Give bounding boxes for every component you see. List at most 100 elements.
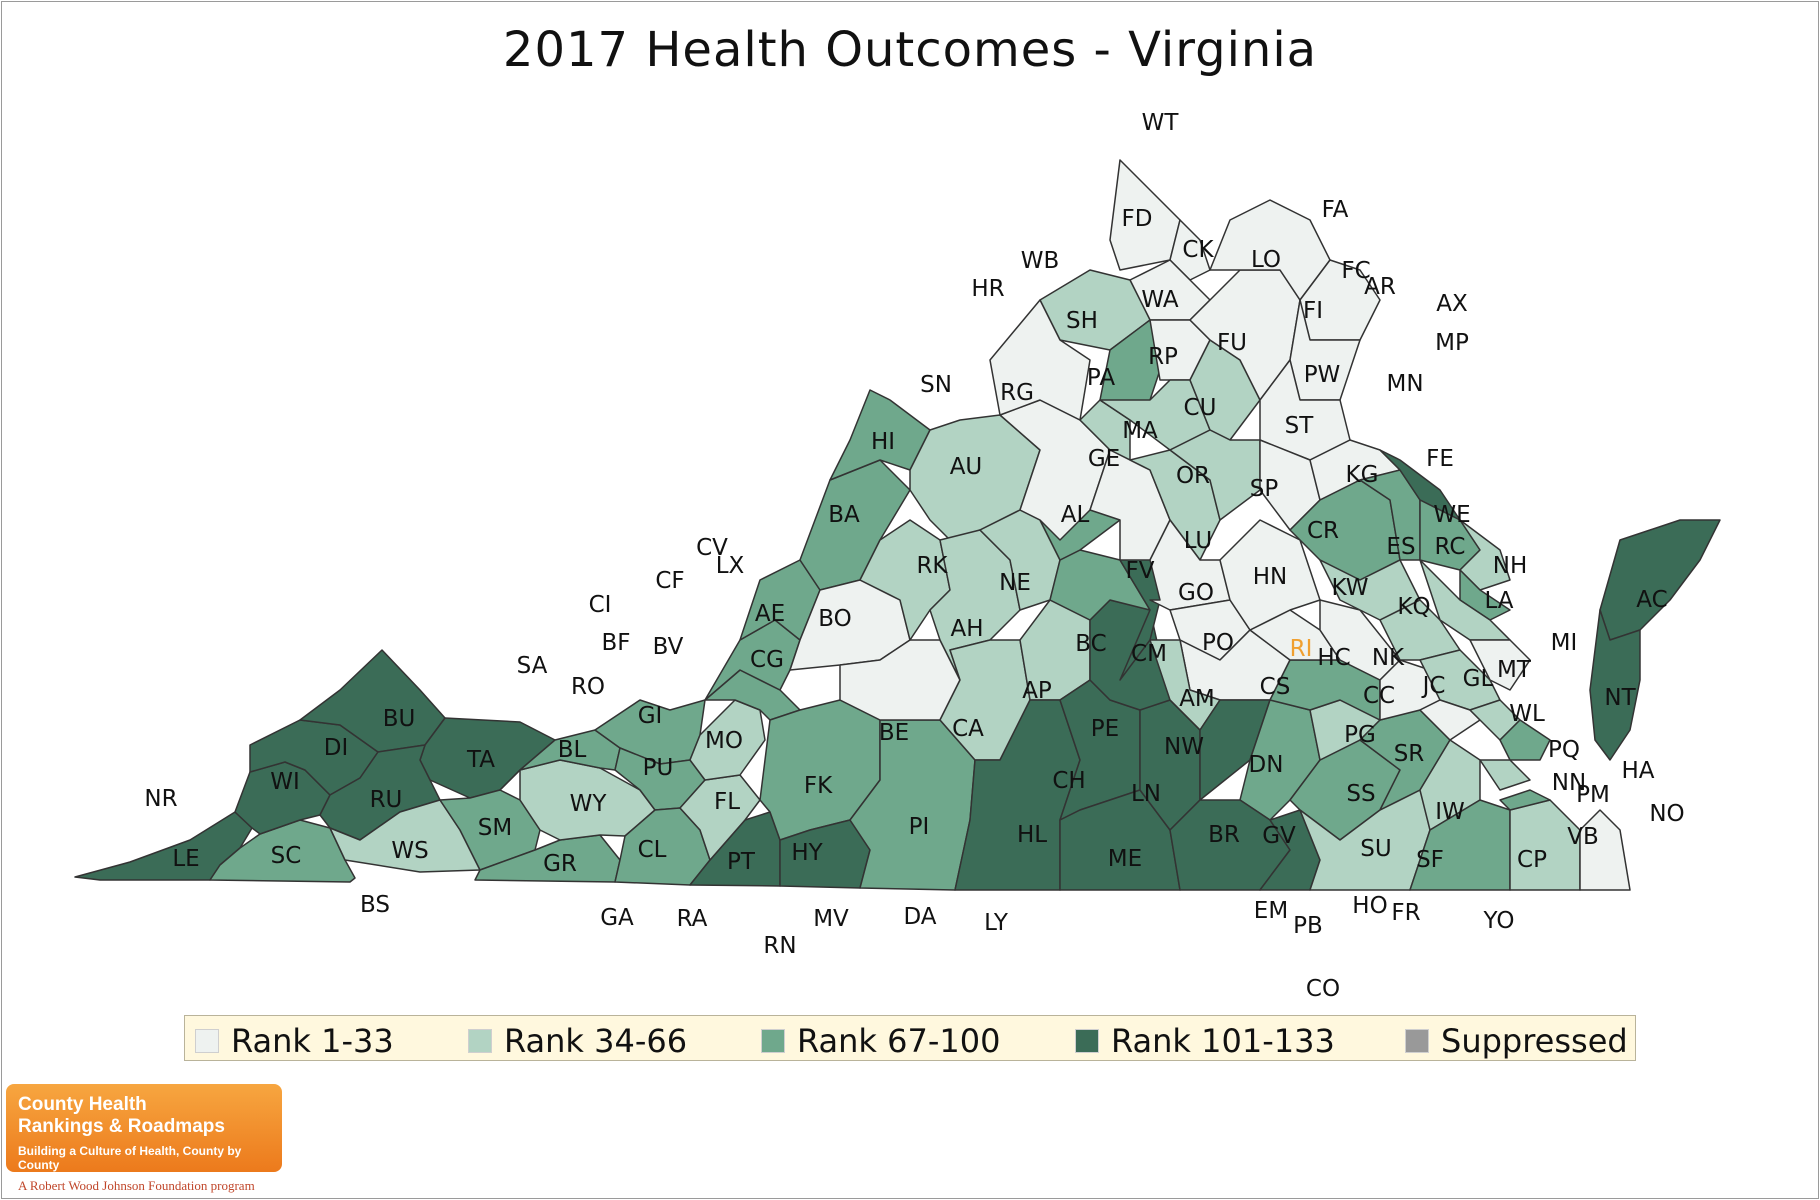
county-label-ss: SS: [1346, 781, 1375, 807]
county-label-ln: LN: [1131, 781, 1161, 807]
county-label-bf: BF: [601, 630, 630, 656]
county-iw[interactable]: [1419, 739, 1481, 831]
county-label-wb: WB: [1021, 248, 1060, 274]
county-label-sc: SC: [271, 843, 302, 869]
rwjf-credit: A Robert Wood Johnson Foundation program: [18, 1178, 255, 1193]
county-label-wi: WI: [270, 769, 300, 795]
logo-line2: Rankings & Roadmaps: [18, 1116, 225, 1137]
county-label-or: OR: [1176, 463, 1210, 489]
county-label-sh: SH: [1066, 308, 1098, 334]
county-label-hn: HN: [1253, 564, 1288, 590]
county-label-kg: KG: [1346, 462, 1379, 488]
county-label-ga: GA: [600, 905, 634, 931]
county-label-fe: FE: [1426, 446, 1454, 472]
county-label-fl: FL: [714, 789, 740, 815]
county-label-cu: CU: [1184, 395, 1217, 421]
county-label-nh: NH: [1493, 553, 1528, 579]
county-le[interactable]: [74, 811, 253, 881]
legend-label: Rank 1-33: [231, 1022, 394, 1060]
logo-line1: County Health: [18, 1094, 147, 1115]
county-cp[interactable]: [1509, 799, 1581, 891]
county-label-bu: BU: [383, 706, 416, 732]
county-label-nw: NW: [1164, 734, 1204, 760]
county-ge[interactable]: [1079, 399, 1131, 461]
county-label-bo: BO: [818, 606, 851, 632]
county-label-ta: TA: [466, 747, 495, 773]
county-label-mo: MO: [705, 728, 743, 754]
county-rg[interactable]: [989, 299, 1091, 421]
county-nr2[interactable]: [1499, 789, 1551, 811]
county-label-lu: LU: [1184, 528, 1213, 554]
county-label-al: AL: [1061, 502, 1090, 528]
legend-label: Rank 67-100: [797, 1022, 1001, 1060]
county-yo[interactable]: [1419, 699, 1481, 741]
county-label-wl: WL: [1509, 701, 1545, 727]
county-label-gl: GL: [1463, 666, 1494, 692]
chr-logo[interactable]: County Health Rankings & Roadmaps Buildi…: [6, 1084, 282, 1172]
county-label-ri: RI: [1290, 636, 1313, 662]
county-label-bl: BL: [558, 737, 587, 763]
county-hi[interactable]: [829, 389, 931, 481]
county-label-cf: CF: [655, 568, 684, 594]
county-vb[interactable]: [1579, 809, 1631, 891]
county-label-cp: CP: [1517, 847, 1547, 873]
county-sc[interactable]: [209, 819, 356, 883]
county-label-cm: CM: [1131, 641, 1167, 667]
county-label-hy: HY: [791, 840, 823, 866]
county-label-em: EM: [1254, 898, 1288, 924]
county-label-mn: MN: [1386, 371, 1423, 397]
county-label-fu: FU: [1217, 330, 1247, 356]
county-label-lo: LO: [1251, 247, 1281, 273]
county-label-ax: AX: [1436, 291, 1468, 317]
county-ru[interactable]: [319, 744, 441, 841]
county-label-ac: AC: [1636, 587, 1667, 613]
county-label-ro: RO: [571, 674, 605, 700]
county-mo[interactable]: [689, 699, 766, 781]
county-label-ly: LY: [984, 910, 1009, 936]
county-label-kw: KW: [1331, 575, 1368, 601]
legend-swatch: [761, 1029, 785, 1053]
county-label-le: LE: [172, 846, 199, 872]
county-label-pb: PB: [1293, 913, 1323, 939]
county-label-sf: SF: [1416, 847, 1444, 873]
county-nt[interactable]: [1589, 609, 1641, 761]
county-label-di: DI: [324, 735, 349, 761]
county-sf[interactable]: [1409, 799, 1511, 891]
county-label-am: AM: [1179, 686, 1215, 712]
legend-item-suppressed: Suppressed: [1405, 1022, 1628, 1060]
county-label-da: DA: [903, 904, 936, 930]
county-ha[interactable]: [1499, 719, 1551, 761]
county-label-fa: FA: [1322, 197, 1349, 223]
county-label-ne: NE: [999, 570, 1031, 596]
county-label-pm: PM: [1576, 782, 1610, 808]
county-label-au: AU: [950, 454, 983, 480]
county-label-nr: NR: [144, 786, 177, 812]
county-label-pw: PW: [1304, 362, 1341, 388]
county-label-cr: CR: [1307, 518, 1339, 544]
county-nn[interactable]: [1479, 759, 1531, 791]
legend-item-rank-67-100: Rank 67-100: [761, 1022, 1000, 1060]
county-label-ws: WS: [391, 838, 428, 864]
county-label-ae: AE: [755, 601, 785, 627]
county-label-gr: GR: [543, 851, 577, 877]
county-label-cv: CV: [696, 535, 728, 561]
county-label-co: CO: [1306, 976, 1340, 1002]
county-label-cs: CS: [1260, 674, 1291, 700]
county-label-yo: YO: [1483, 908, 1515, 934]
county-label-kq: KQ: [1397, 594, 1430, 620]
page-title: 2017 Health Outcomes - Virginia: [502, 22, 1318, 78]
county-hn[interactable]: [1219, 519, 1321, 631]
county-label-fr: FR: [1391, 900, 1420, 926]
county-label-rp: RP: [1148, 344, 1178, 370]
county-label-st: ST: [1285, 413, 1315, 439]
county-label-mt: MT: [1497, 657, 1532, 683]
county-label-ap: AP: [1022, 678, 1052, 704]
county-gr[interactable]: [474, 834, 621, 883]
county-label-we: WE: [1433, 502, 1470, 528]
county-label-pe: PE: [1091, 716, 1119, 742]
county-label-sa: SA: [517, 653, 548, 679]
county-mt[interactable]: [1469, 639, 1531, 691]
county-label-rc: RC: [1435, 534, 1466, 560]
county-ac[interactable]: [1599, 519, 1721, 641]
county-label-ge: GE: [1088, 446, 1120, 472]
